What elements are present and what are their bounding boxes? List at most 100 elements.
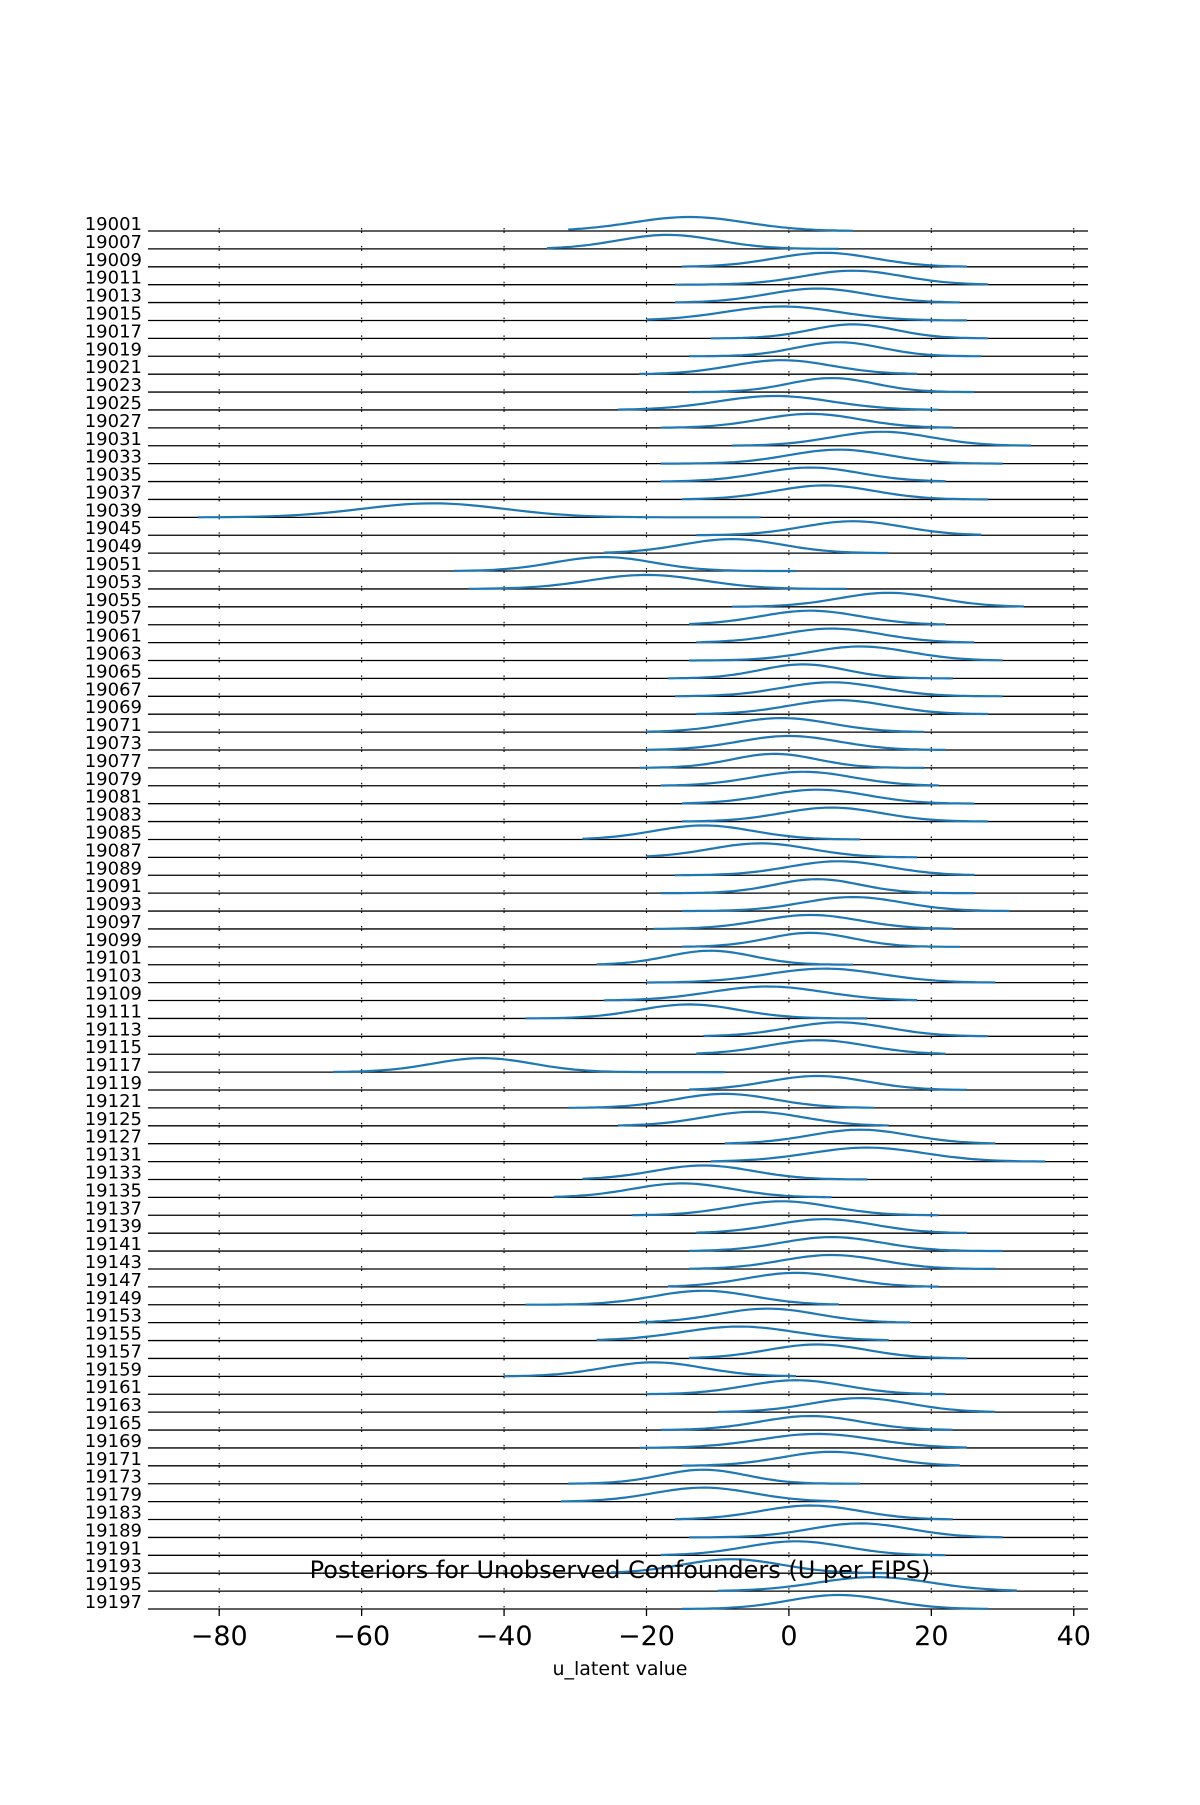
- density-curve: [660, 1414, 953, 1431]
- density-curve: [724, 1128, 996, 1145]
- ridge-row: 19013: [85, 286, 1088, 307]
- ridge-label: 19183: [85, 1503, 142, 1524]
- ridge-row: 19017: [85, 321, 1088, 342]
- ridge-label: 19135: [85, 1180, 142, 1201]
- ridge-label: 19061: [85, 626, 142, 647]
- ridge-row: 19197: [85, 1592, 1088, 1613]
- density-curve: [639, 1432, 967, 1449]
- ridge-row: 19037: [85, 482, 1088, 503]
- density-curve: [504, 1361, 797, 1378]
- density-curve: [682, 484, 989, 501]
- ridge-row: 19023: [85, 375, 1088, 396]
- ridge-label: 19009: [85, 250, 142, 271]
- ridge-row: 19121: [85, 1091, 1088, 1112]
- ridge-label: 19001: [85, 214, 142, 235]
- density-curve: [568, 1468, 861, 1485]
- density-curve: [689, 376, 975, 394]
- ridge-row: 19087: [85, 840, 1088, 861]
- ridge-label: 19127: [85, 1127, 142, 1148]
- ridge-label: 19035: [85, 465, 142, 486]
- ridge-label: 19067: [85, 679, 142, 700]
- ridge-label: 19111: [85, 1001, 142, 1022]
- density-curve: [696, 1218, 967, 1234]
- density-curve: [639, 1307, 910, 1324]
- density-curve: [333, 1056, 725, 1074]
- ridge-label: 19081: [85, 787, 142, 808]
- ridge-label: 19007: [85, 232, 142, 253]
- density-curve: [717, 1576, 1017, 1592]
- ridge-label: 19117: [85, 1055, 142, 1076]
- density-curve: [646, 734, 946, 751]
- ridge-row: 19173: [85, 1467, 1088, 1488]
- density-curve: [667, 663, 953, 680]
- ridge-row: 19115: [85, 1037, 1088, 1058]
- ridge-label: 19079: [85, 769, 142, 790]
- chart-title: Posteriors for Unobserved Confounders (U…: [310, 1556, 931, 1584]
- ridge-row: 19089: [85, 858, 1088, 879]
- density-curve: [617, 394, 939, 411]
- ridge-row: 19189: [85, 1520, 1088, 1541]
- ridge-row: 19051: [85, 554, 1088, 575]
- ridge-label: 19033: [85, 447, 142, 468]
- ridge-label: 19091: [85, 876, 142, 897]
- ridge-row: 19057: [85, 608, 1088, 629]
- density-curve: [546, 233, 839, 250]
- density-curve: [603, 985, 918, 1002]
- ridge-row: 19039: [85, 500, 1088, 521]
- density-curve: [689, 1522, 1003, 1539]
- density-curve: [717, 1396, 996, 1413]
- ridge-label: 19023: [85, 375, 142, 396]
- ridge-label: 19021: [85, 357, 142, 378]
- density-curve: [553, 1182, 832, 1199]
- ridge-row: 19155: [85, 1324, 1088, 1345]
- density-curve: [660, 1540, 946, 1557]
- ridge-row: 19027: [85, 411, 1088, 432]
- ridge-label: 19077: [85, 751, 142, 772]
- ridge-row: 19001: [85, 214, 1088, 235]
- ridge-row: 19193: [85, 1556, 1088, 1577]
- ridge-label: 19165: [85, 1413, 142, 1434]
- ridge-row: 19141: [85, 1234, 1088, 1255]
- ridge-label: 19085: [85, 822, 142, 843]
- ridge-row: 19069: [85, 697, 1088, 718]
- ridge-row: 19007: [85, 232, 1088, 253]
- density-curve: [468, 573, 846, 590]
- ridge-row: 19127: [85, 1127, 1088, 1148]
- ridge-label: 19139: [85, 1216, 142, 1237]
- density-curve: [731, 591, 1024, 608]
- density-curve: [617, 1110, 889, 1127]
- ridge-row: 19019: [85, 339, 1088, 360]
- density-curve: [682, 788, 975, 805]
- density-curve: [639, 359, 918, 375]
- density-curve: [682, 1593, 989, 1610]
- ridge-row: 19033: [85, 447, 1088, 468]
- ridge-label: 19115: [85, 1037, 142, 1058]
- ridge-label: 19011: [85, 268, 142, 289]
- ridge-row: 19143: [85, 1252, 1088, 1273]
- ridge-row: 19065: [85, 661, 1088, 682]
- ridge-label: 19109: [85, 984, 142, 1005]
- density-curve: [660, 770, 939, 787]
- density-curve: [667, 1271, 939, 1288]
- ridge-label: 19197: [85, 1592, 142, 1613]
- density-curve: [197, 502, 761, 519]
- ridge-label: 19017: [85, 321, 142, 342]
- ridge-row: 19093: [85, 894, 1088, 915]
- ridge-label: 19087: [85, 840, 142, 861]
- density-curve: [682, 931, 960, 948]
- density-curve: [596, 949, 853, 966]
- ridge-label: 19101: [85, 948, 142, 969]
- ridge-label: 19027: [85, 411, 142, 432]
- ridge-row: 19025: [85, 393, 1088, 414]
- ridge-label: 19103: [85, 966, 142, 987]
- ridge-row: 19071: [85, 715, 1088, 736]
- density-curve: [675, 269, 989, 286]
- density-curve: [682, 1450, 960, 1467]
- density-curve: [675, 287, 960, 304]
- ridge-label: 19133: [85, 1162, 142, 1183]
- density-curve: [689, 645, 1003, 662]
- ridge-label: 19031: [85, 429, 142, 450]
- density-curve: [689, 1074, 967, 1091]
- ridge-label: 19173: [85, 1467, 142, 1488]
